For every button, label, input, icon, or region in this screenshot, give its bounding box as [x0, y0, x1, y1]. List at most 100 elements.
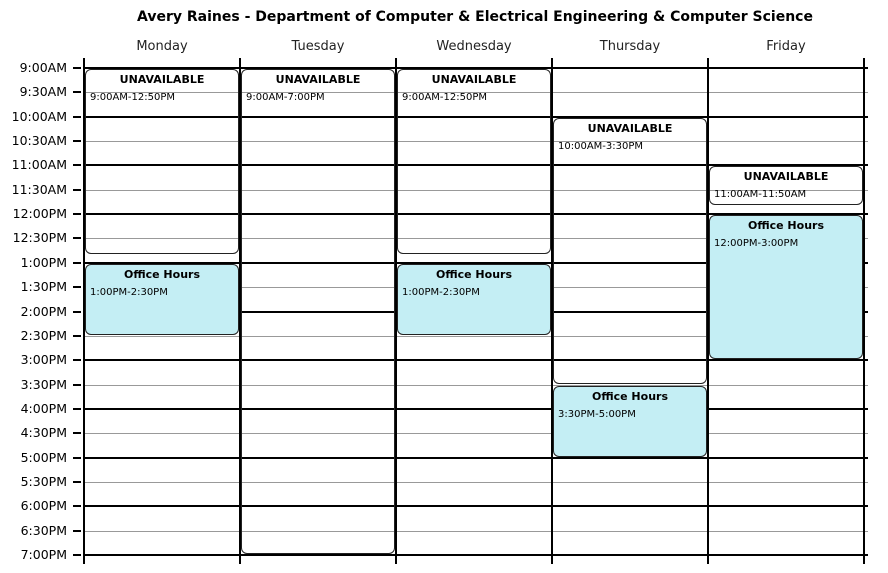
time-tick	[73, 67, 81, 69]
time-label: 5:00PM	[20, 449, 67, 465]
time-label: 6:30PM	[20, 522, 67, 538]
day-header-friday: Friday	[766, 39, 806, 54]
event-time-range: 1:00PM-2:30PM	[90, 286, 168, 298]
time-label: 10:00AM	[11, 108, 67, 124]
grid-line	[84, 213, 868, 216]
time-label: 12:00PM	[12, 206, 67, 222]
event-time-range: 10:00AM-3:30PM	[558, 140, 644, 152]
grid-line	[84, 505, 868, 508]
day-header-thursday: Thursday	[599, 39, 661, 54]
time-label: 11:00AM	[11, 157, 67, 173]
time-tick	[73, 432, 81, 435]
unavailable-block[interactable]: UNAVAILABLE 10:00AM-3:30PM	[553, 117, 707, 384]
grid-line	[84, 407, 868, 410]
time-tick	[73, 456, 81, 459]
time-tick	[73, 91, 81, 94]
column-divider	[395, 58, 397, 564]
time-tick	[73, 529, 81, 532]
time-tick	[73, 286, 81, 289]
time-label: 1:30PM	[20, 279, 67, 295]
time-tick	[73, 505, 81, 508]
office-hours-block[interactable]: Office Hours 3:30PM-5:00PM	[553, 385, 707, 457]
column-divider	[83, 58, 85, 564]
unavailable-block[interactable]: UNAVAILABLE 9:00AM-12:50PM	[397, 69, 551, 254]
event-time-range: 12:00PM-3:00PM	[714, 238, 799, 250]
event-title: Office Hours	[436, 267, 512, 281]
grid-line	[84, 530, 868, 532]
time-tick	[73, 310, 81, 313]
time-label: 9:30AM	[19, 84, 67, 100]
office-hours-block[interactable]: Office Hours 1:00PM-2:30PM	[85, 263, 239, 335]
office-hours-block[interactable]: Office Hours 1:00PM-2:30PM	[397, 263, 551, 335]
time-tick	[73, 140, 81, 143]
grid-line	[84, 433, 868, 435]
time-label: 4:00PM	[20, 400, 67, 416]
time-tick	[73, 359, 81, 362]
time-tick	[73, 383, 81, 386]
unavailable-block[interactable]: UNAVAILABLE 11:00AM-11:50AM	[709, 166, 863, 205]
time-tick	[73, 334, 81, 337]
column-divider	[863, 58, 865, 564]
event-time-range: 1:00PM-2:30PM	[402, 286, 480, 298]
time-tick	[73, 188, 81, 191]
grid-line	[84, 481, 868, 483]
event-title: Office Hours	[124, 267, 200, 281]
unavailable-block[interactable]: UNAVAILABLE 9:00AM-7:00PM	[241, 69, 395, 554]
event-title: UNAVAILABLE	[275, 73, 361, 86]
event-title: Office Hours	[748, 219, 824, 233]
time-tick	[73, 115, 81, 118]
event-time-range: 11:00AM-11:50AM	[714, 189, 807, 201]
schedule-title: Avery Raines - Department of Computer & …	[137, 9, 813, 25]
grid-line	[84, 67, 868, 69]
event-time-range: 9:00AM-12:50PM	[402, 92, 488, 103]
time-tick	[73, 480, 81, 483]
grid-line	[84, 92, 868, 94]
time-label: 4:30PM	[20, 425, 67, 441]
time-tick	[73, 407, 81, 410]
grid-line	[84, 164, 868, 167]
column-divider	[551, 58, 553, 564]
time-label: 7:00PM	[20, 547, 67, 562]
time-tick	[73, 164, 81, 167]
time-label: 3:00PM	[20, 352, 67, 368]
time-label: 9:00AM	[19, 60, 67, 75]
time-label: 10:30AM	[11, 133, 67, 149]
time-tick	[73, 237, 81, 240]
office-hours-block[interactable]: Office Hours 12:00PM-3:00PM	[709, 215, 863, 360]
time-label: 2:00PM	[20, 303, 67, 319]
unavailable-block[interactable]: UNAVAILABLE 9:00AM-12:50PM	[85, 69, 239, 254]
time-tick	[73, 213, 81, 216]
event-title: Office Hours	[592, 389, 668, 403]
grid-line	[84, 359, 868, 362]
event-title: UNAVAILABLE	[743, 170, 829, 184]
time-label: 12:30PM	[12, 230, 67, 246]
time-label: 5:30PM	[20, 473, 67, 489]
column-divider	[707, 58, 709, 564]
event-title: UNAVAILABLE	[119, 73, 205, 86]
event-time-range: 3:30PM-5:00PM	[558, 408, 636, 420]
grid-line	[84, 335, 868, 337]
day-header-monday: Monday	[136, 39, 188, 54]
grid-line	[84, 261, 868, 264]
grid-line	[84, 141, 868, 143]
time-tick	[73, 554, 81, 556]
event-time-range: 9:00AM-7:00PM	[246, 92, 325, 103]
column-divider	[239, 58, 241, 564]
time-label: 3:30PM	[20, 376, 67, 392]
grid-line	[84, 115, 868, 118]
grid-line	[84, 554, 868, 556]
time-label: 1:00PM	[20, 254, 67, 270]
time-label: 11:30AM	[11, 181, 67, 197]
grid-line	[84, 456, 868, 459]
time-label: 6:00PM	[20, 498, 67, 514]
event-time-range: 9:00AM-12:50PM	[90, 92, 176, 103]
time-label: 2:30PM	[20, 327, 67, 343]
day-header-tuesday: Tuesday	[291, 39, 345, 54]
time-tick	[73, 261, 81, 264]
day-header-wednesday: Wednesday	[436, 39, 512, 54]
event-title: UNAVAILABLE	[587, 121, 673, 135]
event-title: UNAVAILABLE	[431, 73, 517, 86]
grid-line	[84, 238, 868, 240]
grid-line	[84, 384, 868, 386]
grid-line	[84, 189, 868, 191]
